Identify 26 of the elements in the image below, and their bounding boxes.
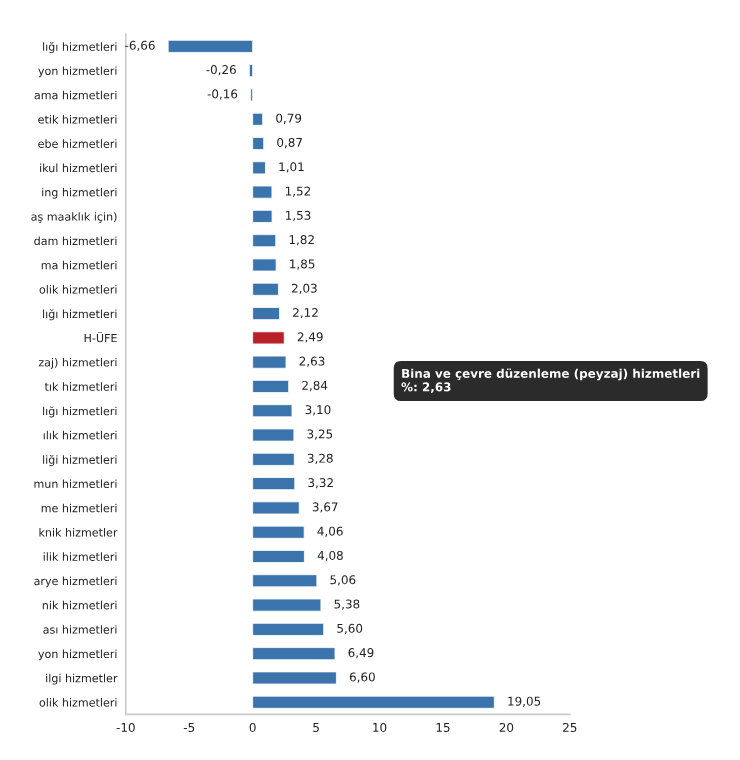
bar [252,598,322,612]
bar [252,477,296,491]
bar [252,550,305,563]
bar [252,428,295,442]
bar [252,234,277,248]
bar [252,355,287,369]
bar [252,209,273,223]
bar [252,452,295,466]
bar [252,622,325,636]
bar [252,112,264,126]
bar [252,379,290,393]
bar [252,137,265,151]
bar [252,574,318,588]
bar [167,39,254,53]
bar [252,501,300,515]
bar [252,185,273,199]
bar [252,331,285,345]
bar [252,161,266,175]
bar [252,525,305,539]
bar [252,647,336,661]
bar [252,671,337,685]
bar [252,307,280,321]
bar [252,695,495,709]
bar [252,404,293,418]
bar [252,258,277,272]
bar [252,282,279,296]
